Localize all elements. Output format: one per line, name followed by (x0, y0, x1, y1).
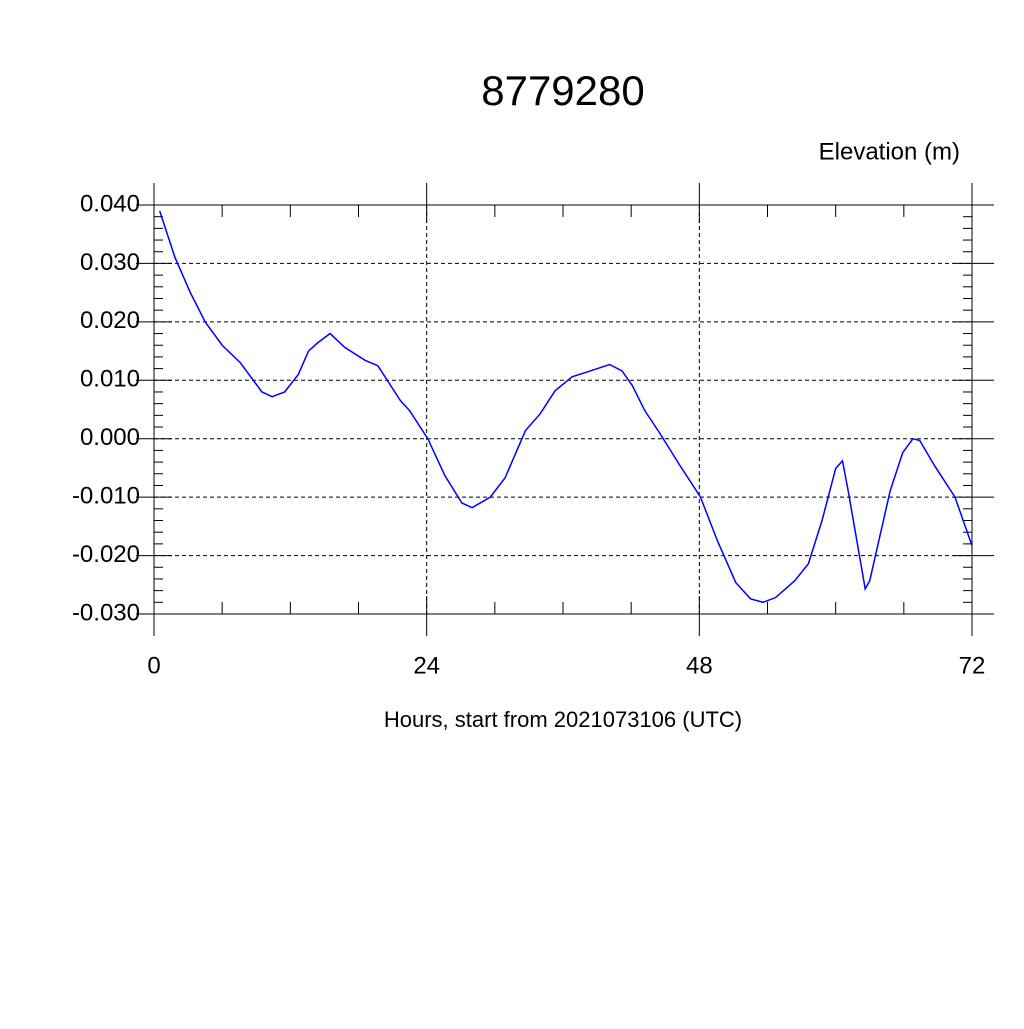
y-tick-label: -0.030 (72, 599, 140, 626)
y-tick-label: 0.030 (80, 249, 140, 276)
data-line (158, 210, 973, 604)
y-tick-label: -0.010 (72, 482, 140, 509)
y-tick-label: 0.010 (80, 366, 140, 393)
y-tick-label: 0.020 (80, 307, 140, 334)
y-tick-label: 0.000 (80, 424, 140, 451)
chart-title: 8779280 (481, 67, 645, 114)
x-tick-label: 72 (959, 652, 986, 679)
x-tick-label: 48 (686, 652, 713, 679)
y-tick-label: 0.040 (80, 190, 140, 217)
x-axis-label: Hours, start from 2021073106 (UTC) (384, 707, 742, 732)
subtitle: Elevation (m) (819, 138, 960, 165)
x-tick-label: 0 (147, 652, 160, 679)
y-tick-label: -0.020 (72, 541, 140, 568)
x-tick-label: 24 (413, 652, 440, 679)
